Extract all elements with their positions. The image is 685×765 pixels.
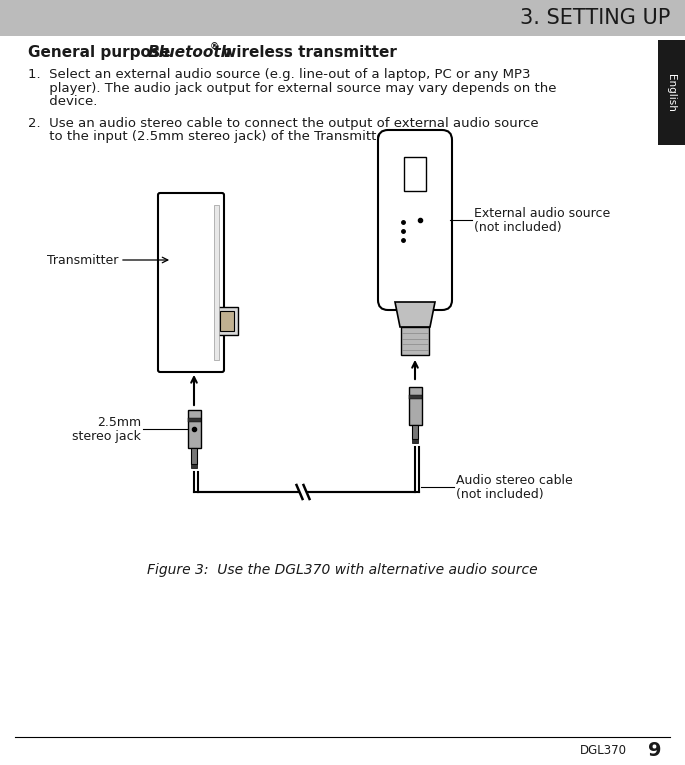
Text: ®: ®	[210, 43, 219, 51]
Bar	[220, 311, 234, 331]
Bar	[214, 205, 219, 360]
Bar	[191, 464, 197, 468]
Text: (not included): (not included)	[474, 220, 562, 233]
Text: General purpose: General purpose	[28, 44, 175, 60]
Bar	[412, 439, 418, 443]
Text: to the input (2.5mm stereo jack) of the Transmitter.: to the input (2.5mm stereo jack) of the …	[28, 130, 393, 143]
Text: Figure 3:  Use the DGL370 with alternative audio source: Figure 3: Use the DGL370 with alternativ…	[147, 563, 537, 577]
Bar	[188, 410, 201, 448]
Bar	[218, 307, 238, 335]
Text: Transmitter: Transmitter	[47, 253, 118, 266]
Bar	[412, 425, 418, 439]
Text: External audio source: External audio source	[474, 207, 610, 220]
FancyBboxPatch shape	[378, 130, 452, 310]
FancyBboxPatch shape	[158, 193, 224, 372]
Text: 3. SETTING UP: 3. SETTING UP	[520, 8, 670, 28]
Text: player). The audio jack output for external source may vary depends on the: player). The audio jack output for exter…	[28, 82, 556, 95]
Text: device.: device.	[28, 95, 97, 108]
Text: 2.5mm: 2.5mm	[97, 415, 141, 428]
Bar	[409, 395, 422, 399]
Bar	[401, 327, 429, 355]
Bar	[191, 448, 197, 464]
Bar	[658, 40, 685, 145]
Polygon shape	[395, 302, 435, 327]
Text: English: English	[667, 73, 677, 112]
Bar	[188, 418, 201, 422]
Text: 9: 9	[648, 741, 662, 760]
Bar	[409, 387, 422, 425]
Bar	[0, 0, 685, 36]
Text: DGL370: DGL370	[580, 744, 627, 757]
Text: Bluetooth: Bluetooth	[148, 44, 232, 60]
Text: 2.  Use an audio stereo cable to connect the output of external audio source: 2. Use an audio stereo cable to connect …	[28, 116, 538, 129]
Text: (not included): (not included)	[456, 487, 544, 500]
FancyBboxPatch shape	[404, 157, 426, 191]
Text: wireless transmitter: wireless transmitter	[217, 44, 397, 60]
Text: 1.  Select an external audio source (e.g. line-out of a laptop, PC or any MP3: 1. Select an external audio source (e.g.…	[28, 68, 530, 81]
Text: Audio stereo cable: Audio stereo cable	[456, 474, 573, 487]
Text: stereo jack: stereo jack	[72, 429, 141, 442]
